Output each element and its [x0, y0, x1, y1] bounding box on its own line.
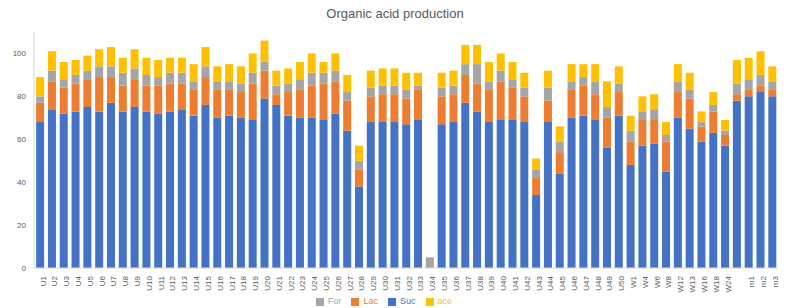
- svg-text:U16: U16: [216, 275, 225, 290]
- html-text:Lac: Lac: [363, 296, 378, 306]
- svg-text:U40: U40: [499, 275, 508, 290]
- svg-text:U12: U12: [168, 275, 177, 290]
- html-text:For: For: [328, 296, 342, 306]
- svg-text:U44: U44: [546, 275, 555, 290]
- svg-text:U24: U24: [310, 275, 319, 290]
- svg-text:U14: U14: [192, 275, 201, 290]
- svg-text:60: 60: [17, 135, 26, 144]
- svg-text:U15: U15: [204, 275, 213, 290]
- svg-text:W1: W1: [629, 275, 638, 288]
- svg-text:U1: U1: [39, 275, 48, 286]
- svg-text:U19: U19: [251, 275, 260, 290]
- svg-text:U22: U22: [287, 275, 296, 290]
- html-text:ace: ace: [437, 296, 452, 306]
- svg-text:U2: U2: [50, 275, 59, 286]
- svg-text:m2: m2: [759, 275, 768, 287]
- svg-text:U13: U13: [180, 275, 189, 290]
- svg-text:U35: U35: [440, 275, 449, 290]
- svg-text:100: 100: [13, 49, 27, 58]
- svg-text:U6: U6: [98, 275, 107, 286]
- svg-text:U28: U28: [357, 275, 366, 290]
- svg-text:80: 80: [17, 92, 26, 101]
- svg-text:U4: U4: [74, 275, 83, 286]
- svg-text:U49: U49: [605, 275, 614, 290]
- svg-text:U8: U8: [121, 275, 130, 286]
- html-text:Suc: Suc: [400, 296, 416, 306]
- svg-text:U34: U34: [428, 275, 437, 290]
- svg-text:U30: U30: [381, 275, 390, 290]
- svg-text:W16: W16: [700, 275, 709, 292]
- svg-text:U17: U17: [228, 275, 237, 290]
- svg-text:W4: W4: [641, 275, 650, 288]
- svg-text:W13: W13: [688, 275, 697, 292]
- svg-text:U9: U9: [133, 275, 142, 286]
- svg-text:20: 20: [17, 221, 26, 230]
- svg-text:U41: U41: [511, 275, 520, 290]
- svg-text:U38: U38: [476, 275, 485, 290]
- svg-text:U43: U43: [535, 275, 544, 290]
- svg-text:U26: U26: [334, 275, 343, 290]
- svg-text:W6: W6: [653, 275, 662, 288]
- svg-text:U25: U25: [322, 275, 331, 290]
- svg-text:0: 0: [22, 264, 27, 273]
- svg-text:U33: U33: [416, 275, 425, 290]
- svg-text:40: 40: [17, 178, 26, 187]
- svg-text:U27: U27: [346, 275, 355, 290]
- svg-text:U39: U39: [487, 275, 496, 290]
- svg-text:U36: U36: [452, 275, 461, 290]
- svg-text:U10: U10: [145, 275, 154, 290]
- svg-text:U32: U32: [405, 275, 414, 290]
- svg-text:W24: W24: [724, 275, 733, 292]
- svg-text:U5: U5: [86, 275, 95, 286]
- svg-text:U11: U11: [157, 275, 166, 290]
- svg-text:U21: U21: [275, 275, 284, 290]
- svg-text:m3: m3: [771, 275, 780, 287]
- svg-text:U29: U29: [369, 275, 378, 290]
- svg-text:m1: m1: [747, 275, 756, 287]
- svg-text:U18: U18: [239, 275, 248, 290]
- svg-text:U23: U23: [298, 275, 307, 290]
- svg-text:U3: U3: [62, 275, 71, 286]
- html-text:Organic acid production: Organic acid production: [326, 6, 464, 21]
- svg-text:W12: W12: [676, 275, 685, 292]
- svg-text:U37: U37: [464, 275, 473, 290]
- svg-text:U50: U50: [617, 275, 626, 290]
- svg-text:U20: U20: [263, 275, 272, 290]
- svg-text:U47: U47: [582, 275, 591, 290]
- svg-text:U46: U46: [570, 275, 579, 290]
- svg-text:W8: W8: [664, 275, 673, 288]
- svg-text:U48: U48: [594, 275, 603, 290]
- svg-text:U31: U31: [393, 275, 402, 290]
- svg-text:U42: U42: [523, 275, 532, 290]
- svg-text:U45: U45: [558, 275, 567, 290]
- svg-text:W18: W18: [712, 275, 721, 292]
- svg-text:U7: U7: [109, 275, 118, 286]
